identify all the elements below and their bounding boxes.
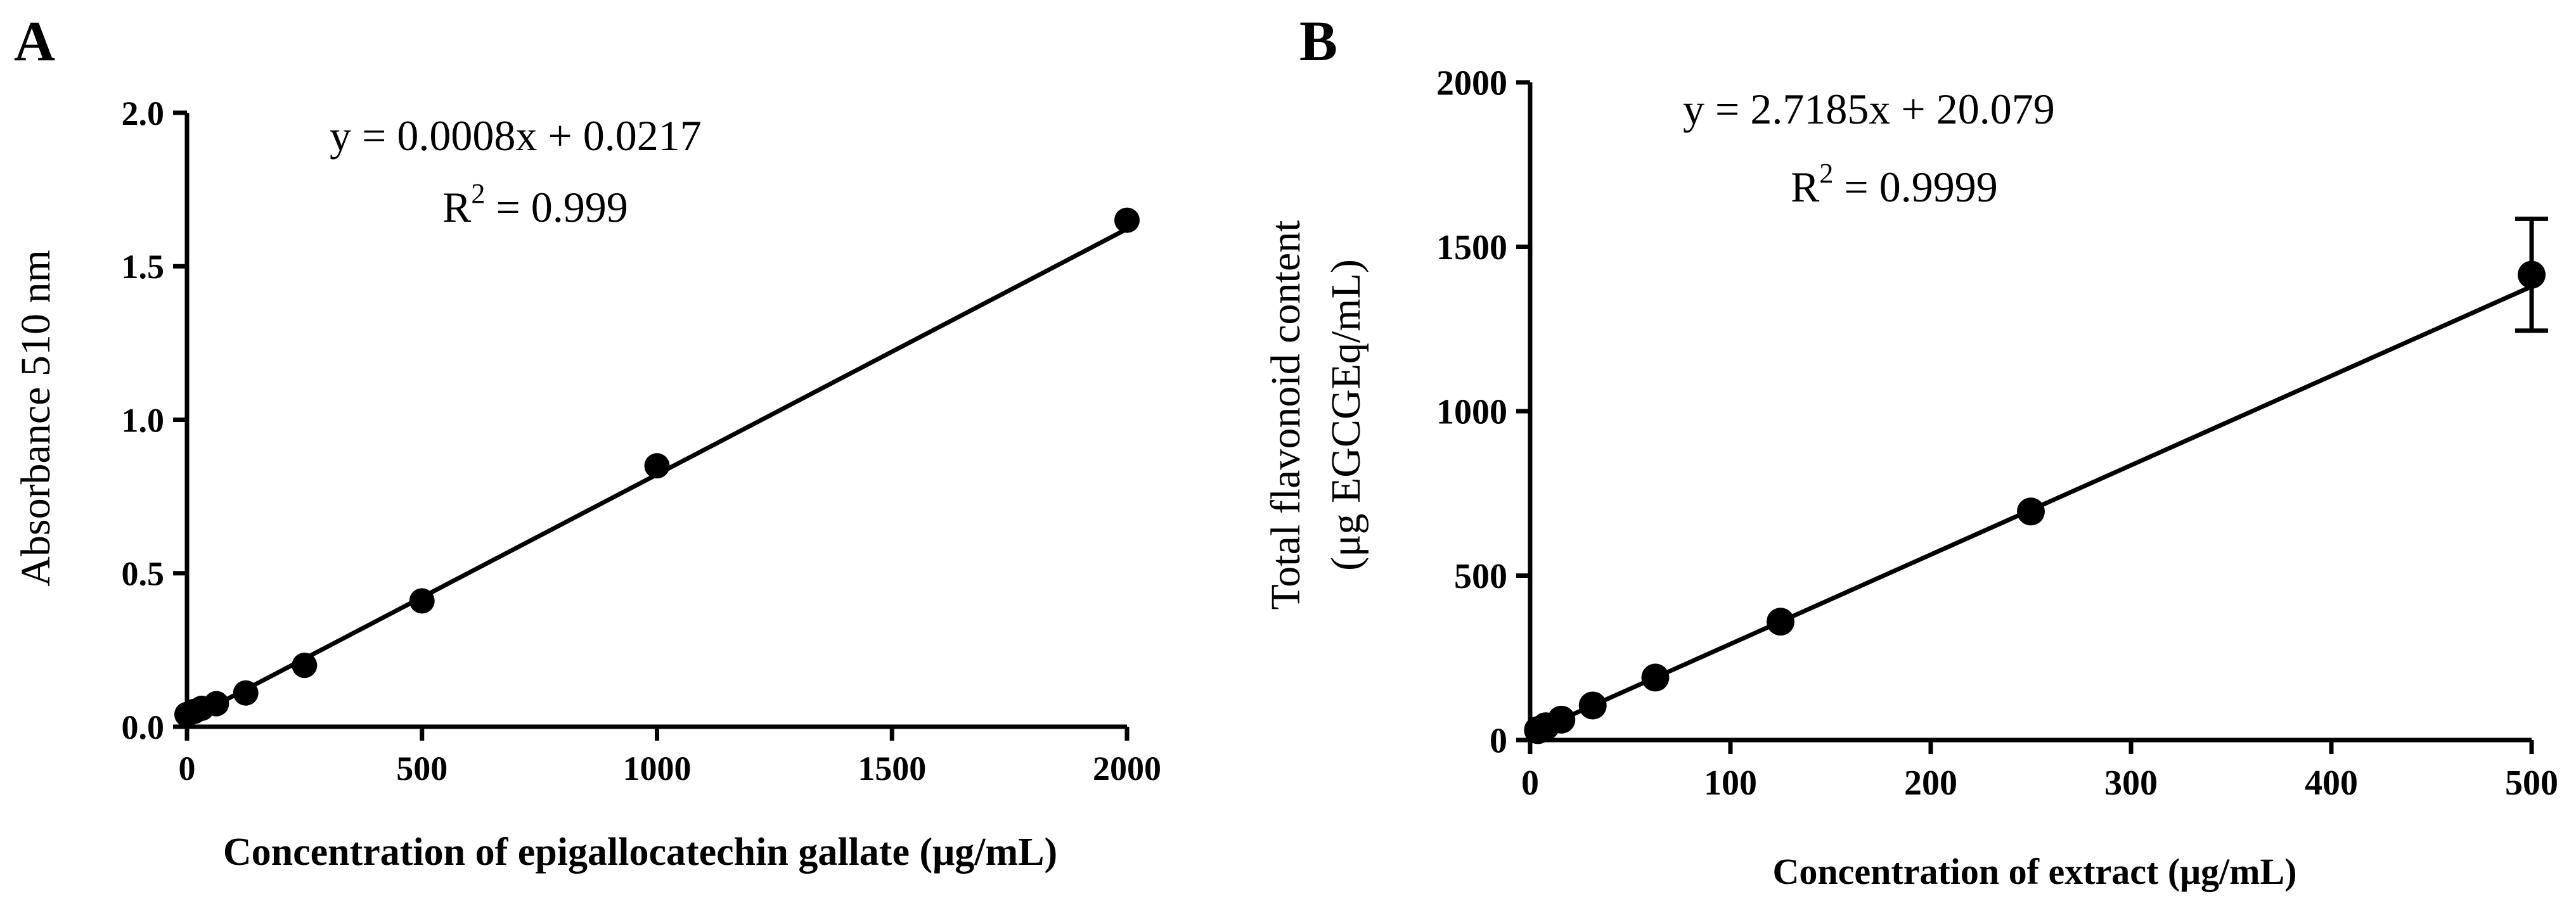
data-point: [1767, 608, 1794, 636]
panel-b-y-axis-title-line1: Total flavonoid content: [1263, 220, 1309, 610]
panel-a: A 0.0 0.5 1.0 1.5 2.0 0 500 1000 1500 2000 y = 0…: [13, 10, 1161, 874]
data-point: [292, 653, 318, 679]
panel-b-x-ticks: 0 100 200 300 400 500: [1521, 740, 2558, 803]
x-tick-label: 100: [1704, 763, 1757, 803]
panel-a-data-points: [174, 207, 1140, 727]
y-tick-label: 1000: [1436, 393, 1507, 432]
x-tick-label: 0: [1521, 763, 1539, 803]
data-point: [2518, 260, 2546, 289]
y-tick-label: 1.5: [122, 248, 165, 286]
panel-b-y-axis-title-line2: (μg EGCGEq/mL): [1323, 259, 1369, 571]
panel-b-r-squared: R2 = 0.9999: [1791, 158, 1998, 211]
panel-b-y-ticks: 0 500 1000 1500 2000: [1436, 64, 1530, 761]
x-tick-label: 500: [2505, 763, 2558, 803]
x-tick-label: 1000: [623, 750, 692, 788]
data-point: [1641, 663, 1670, 692]
x-tick-label: 200: [1904, 763, 1957, 803]
x-tick-label: 500: [396, 750, 448, 788]
data-point: [409, 588, 435, 614]
panel-a-y-ticks: 0.0 0.5 1.0 1.5 2.0: [122, 94, 187, 746]
panel-a-x-axis-title: Concentration of epigallocatechin gallat…: [223, 831, 1057, 874]
data-point: [233, 680, 259, 706]
panel-b-equation: y = 2.7185x + 20.079: [1683, 85, 2055, 133]
panel-a-y-axis-title: Absorbance 510 nm: [13, 250, 59, 587]
x-tick-label: 2000: [1093, 750, 1161, 788]
panel-a-x-ticks: 0 500 1000 1500 2000: [179, 727, 1161, 788]
panel-b-x-axis-title: Concentration of extract (μg/mL): [1773, 851, 2297, 892]
panel-b-r2-label: R: [1791, 163, 1820, 211]
y-tick-label: 1500: [1436, 228, 1507, 267]
y-tick-label: 1.0: [122, 401, 165, 439]
data-point: [1578, 691, 1607, 720]
panel-a-r-squared: R2 = 0.999: [442, 178, 628, 231]
panel-a-r2-label: R: [442, 183, 472, 231]
panel-a-r2-exponent: 2: [471, 178, 485, 209]
y-tick-label: 2000: [1436, 64, 1507, 103]
panel-b: B 0 500 1000 1500 2000 0 100 200 300 400 500 y = …: [1263, 10, 2558, 892]
panel-a-r2-value: = 0.999: [485, 183, 628, 231]
x-tick-label: 300: [2104, 763, 2158, 803]
panel-b-r2-value: = 0.9999: [1833, 163, 1997, 211]
panel-b-data-points: [1524, 260, 2546, 744]
panel-b-r2-exponent: 2: [1819, 158, 1833, 189]
x-tick-label: 400: [2305, 763, 2358, 803]
panel-b-label: B: [1299, 10, 1337, 73]
x-tick-label: 1500: [858, 750, 926, 788]
data-point: [1547, 705, 1576, 734]
y-tick-label: 0.0: [122, 708, 165, 746]
y-tick-label: 500: [1454, 557, 1507, 596]
data-point: [2017, 497, 2045, 526]
y-tick-label: 0.5: [122, 555, 165, 593]
data-point: [644, 453, 670, 479]
panel-a-label: A: [14, 10, 55, 73]
x-tick-label: 0: [179, 750, 196, 788]
y-tick-label: 2.0: [122, 94, 165, 132]
data-point: [203, 691, 229, 717]
data-point: [1114, 207, 1140, 233]
panel-a-equation: y = 0.0008x + 0.0217: [330, 112, 702, 160]
y-tick-label: 0: [1490, 722, 1507, 761]
